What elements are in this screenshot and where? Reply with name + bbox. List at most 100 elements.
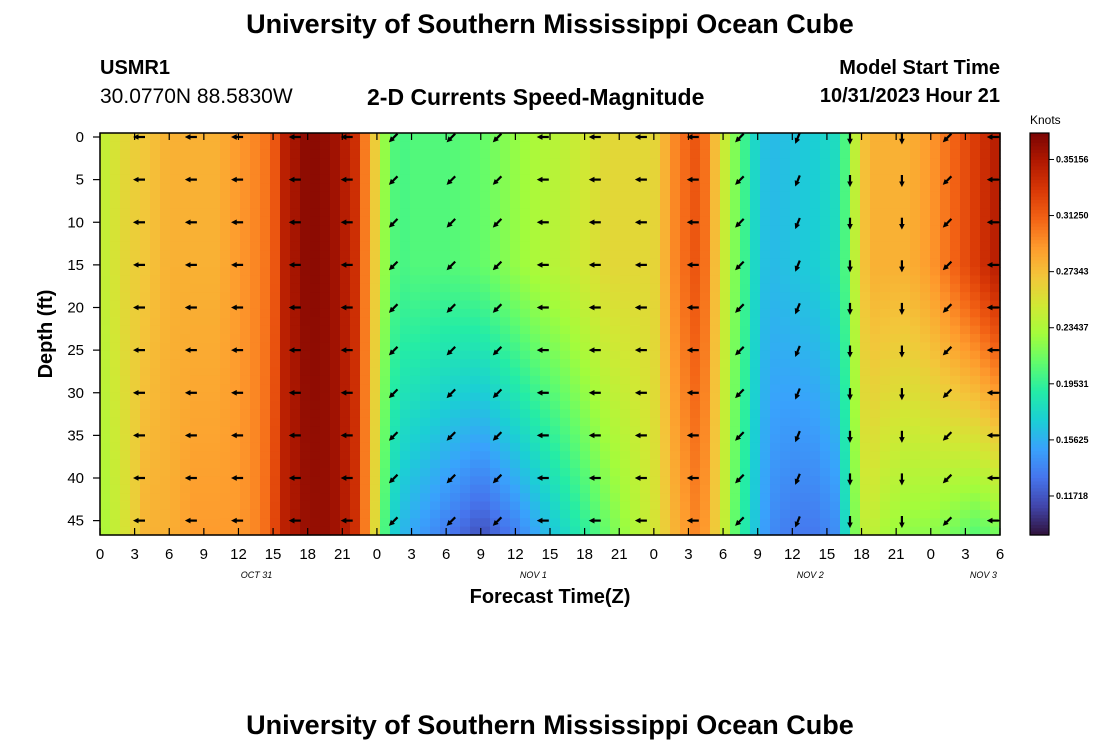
heatmap-cell [960, 158, 971, 168]
heatmap-cell [860, 141, 871, 151]
heatmap-cell [530, 141, 541, 151]
heatmap-cell [500, 183, 511, 193]
heatmap-cell [660, 401, 671, 410]
heatmap-cell [170, 166, 181, 176]
heatmap-cell [470, 300, 481, 310]
heatmap-cell [210, 359, 221, 369]
heatmap-cell [430, 417, 441, 427]
heatmap-cell [630, 359, 641, 369]
heatmap-cell [230, 325, 241, 335]
heatmap-cell [590, 141, 601, 151]
heatmap-cell [670, 200, 681, 209]
heatmap-cell [600, 518, 611, 528]
heatmap-cell [650, 233, 661, 243]
heatmap-cell [820, 509, 831, 519]
heatmap-cell [120, 484, 131, 494]
heatmap-cell [970, 518, 981, 528]
heatmap-cell [990, 225, 1001, 235]
heatmap-cell [530, 417, 541, 427]
heatmap-cell [250, 317, 261, 327]
heatmap-cell [670, 158, 681, 168]
heatmap-cell [340, 292, 351, 302]
heatmap-cell [480, 141, 491, 151]
heatmap-cell [440, 191, 451, 201]
heatmap-cell [310, 468, 321, 477]
heatmap-cell [270, 476, 281, 486]
heatmap-cell [330, 359, 341, 369]
heatmap-cell [810, 367, 821, 377]
heatmap-cell [240, 367, 251, 377]
heatmap-cell [410, 208, 421, 218]
heatmap-cell [190, 468, 201, 477]
heatmap-cell [190, 501, 201, 511]
heatmap-cell [520, 459, 531, 469]
heatmap-cell [480, 493, 491, 503]
heatmap-cell [960, 308, 971, 318]
heatmap-cell [150, 434, 161, 444]
heatmap-cell [670, 275, 681, 285]
heatmap-cell [570, 459, 581, 469]
heatmap-cell [410, 225, 421, 235]
heatmap-cell [510, 317, 521, 327]
heatmap-cell [400, 451, 411, 461]
heatmap-cell [620, 493, 631, 503]
heatmap-cell [690, 468, 701, 477]
heatmap-cell [270, 200, 281, 209]
heatmap-cell [390, 451, 401, 461]
heatmap-cell [430, 476, 441, 486]
heatmap-cell [380, 459, 391, 469]
heatmap-cell [500, 191, 511, 201]
heatmap-cell [350, 518, 361, 528]
heatmap-cell [350, 174, 361, 184]
heatmap-cell [600, 183, 611, 193]
heatmap-cell [730, 267, 741, 276]
heatmap-cell [720, 459, 731, 469]
heatmap-cell [140, 384, 151, 394]
heatmap-cell [470, 208, 481, 218]
heatmap-cell [280, 501, 291, 511]
heatmap-cell [890, 149, 901, 159]
heatmap-cell [800, 191, 811, 201]
y-tick-label: 35 [67, 427, 84, 444]
heatmap-cell [390, 434, 401, 444]
heatmap-cell [940, 417, 951, 427]
heatmap-cell [930, 384, 941, 394]
heatmap-cell [320, 133, 331, 142]
heatmap-cell [710, 359, 721, 369]
heatmap-cell [850, 149, 861, 159]
heatmap-cell [980, 509, 991, 519]
heatmap-cell [160, 183, 171, 193]
heatmap-cell [630, 308, 641, 318]
heatmap-cell [740, 325, 751, 335]
heatmap-cell [400, 275, 411, 285]
heatmap-cell [180, 392, 191, 402]
heatmap-cell [710, 133, 721, 142]
heatmap-cell [940, 267, 951, 276]
heatmap-cell [330, 442, 341, 452]
heatmap-cell [980, 292, 991, 302]
heatmap-cell [310, 509, 321, 519]
heatmap-cell [970, 216, 981, 226]
heatmap-cell [960, 141, 971, 151]
heatmap-cell [160, 258, 171, 268]
heatmap-cell [520, 325, 531, 335]
heatmap-cell [400, 200, 411, 209]
heatmap-cell [590, 283, 601, 293]
colorbar-segment [1030, 401, 1049, 405]
heatmap-cell [270, 509, 281, 519]
heatmap-cell [970, 149, 981, 159]
heatmap-cell [770, 409, 781, 419]
heatmap-cell [500, 484, 511, 494]
heatmap-cell [100, 367, 111, 377]
heatmap-cell [380, 392, 391, 402]
heatmap-cell [770, 317, 781, 327]
heatmap-cell [750, 174, 761, 184]
heatmap-cell [600, 375, 611, 385]
heatmap-cell [310, 493, 321, 503]
heatmap-cell [240, 493, 251, 503]
heatmap-cell [740, 250, 751, 260]
heatmap-cell [460, 501, 471, 511]
heatmap-cell [850, 342, 861, 352]
heatmap-cell [910, 484, 921, 494]
heatmap-cell [340, 417, 351, 427]
